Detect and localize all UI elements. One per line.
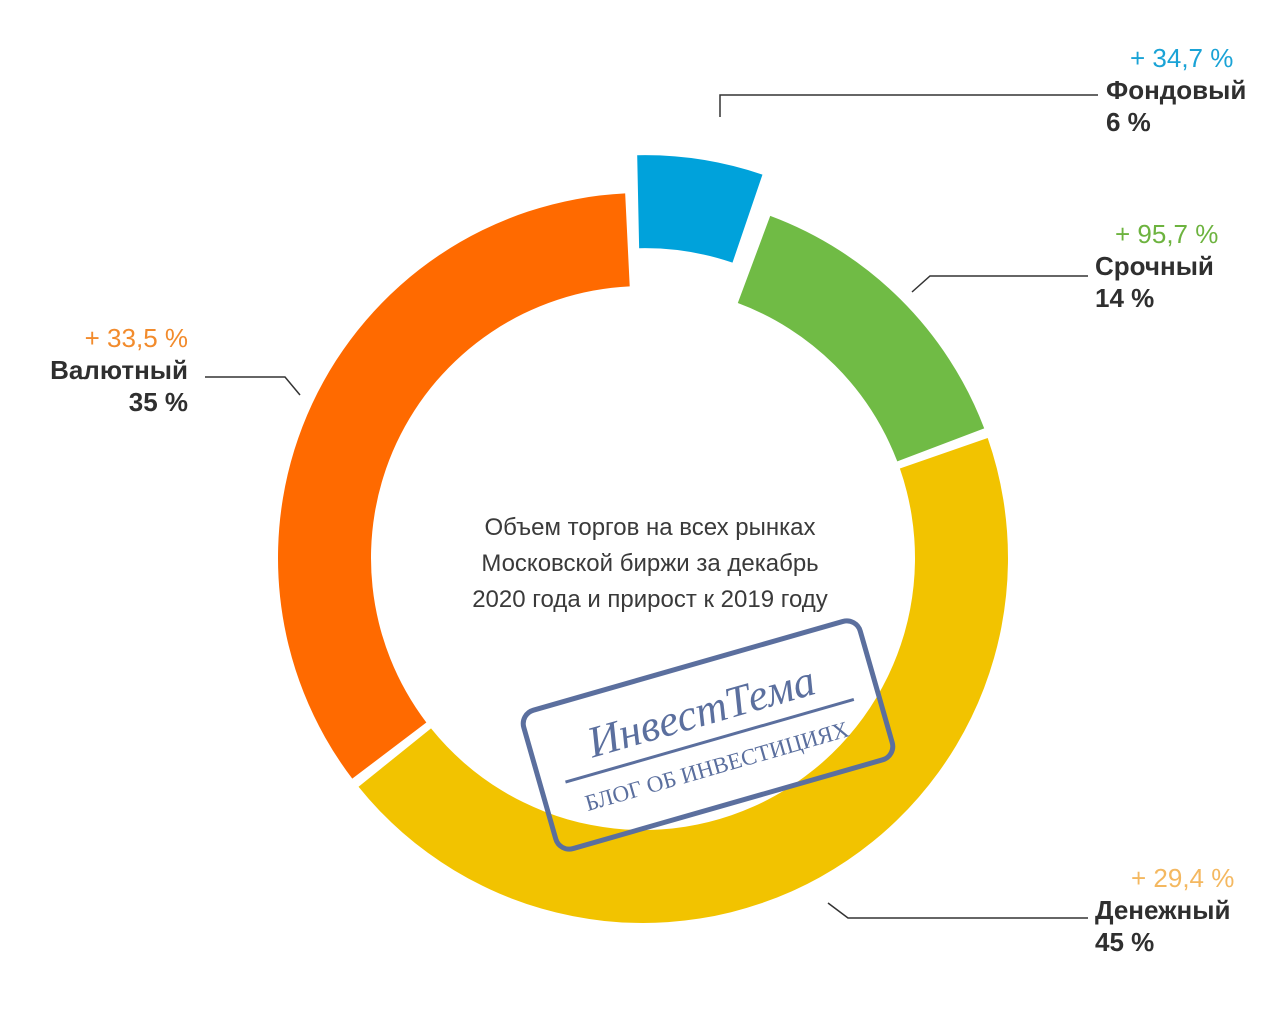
slice-share: 14 % bbox=[1095, 283, 1155, 313]
leader-line-1 bbox=[719, 94, 1098, 117]
growth-label: + 34,7 % bbox=[1130, 43, 1234, 73]
label-denezhnyi: + 29,4 % Денежный 45 % bbox=[1095, 862, 1234, 958]
stamp-border bbox=[520, 618, 896, 852]
donut-slice-4 bbox=[278, 193, 630, 779]
label-srochnyi: + 95,7 % Срочный 14 % bbox=[1095, 218, 1218, 314]
slice-name: Валютный bbox=[50, 355, 188, 385]
chart-title-line-1: Объем торгов на всех рынках bbox=[484, 514, 816, 541]
leader-line-2 bbox=[911, 275, 1088, 293]
chart-title: Объем торгов на всех рынках Московской б… bbox=[380, 510, 920, 618]
leader-line-4 bbox=[205, 376, 301, 396]
leader-line-3 bbox=[827, 902, 1088, 919]
donut-slice-1 bbox=[637, 155, 763, 263]
growth-label: + 95,7 % bbox=[1115, 219, 1219, 249]
slice-name: Фондовый bbox=[1106, 75, 1247, 105]
slice-share: 6 % bbox=[1106, 107, 1151, 137]
chart-title-line-2: Московской биржи за декабрь bbox=[481, 550, 819, 577]
donut-slice-2 bbox=[737, 215, 985, 462]
stamp-divider bbox=[565, 697, 855, 784]
label-fondovyi: + 34,7 % Фондовый 6 % bbox=[1106, 42, 1246, 138]
slice-share: 45 % bbox=[1095, 927, 1155, 957]
donut-slice-3 bbox=[358, 437, 1009, 924]
growth-label: + 33,5 % bbox=[84, 323, 188, 353]
slice-name: Срочный bbox=[1095, 251, 1214, 281]
growth-label: + 29,4 % bbox=[1131, 863, 1235, 893]
label-valyutnyi: + 33,5 % Валютный 35 % bbox=[30, 322, 188, 418]
slice-name: Денежный bbox=[1095, 895, 1231, 925]
chart-title-line-3: 2020 года и прирост к 2019 году bbox=[472, 586, 828, 613]
slice-share: 35 % bbox=[128, 387, 188, 417]
